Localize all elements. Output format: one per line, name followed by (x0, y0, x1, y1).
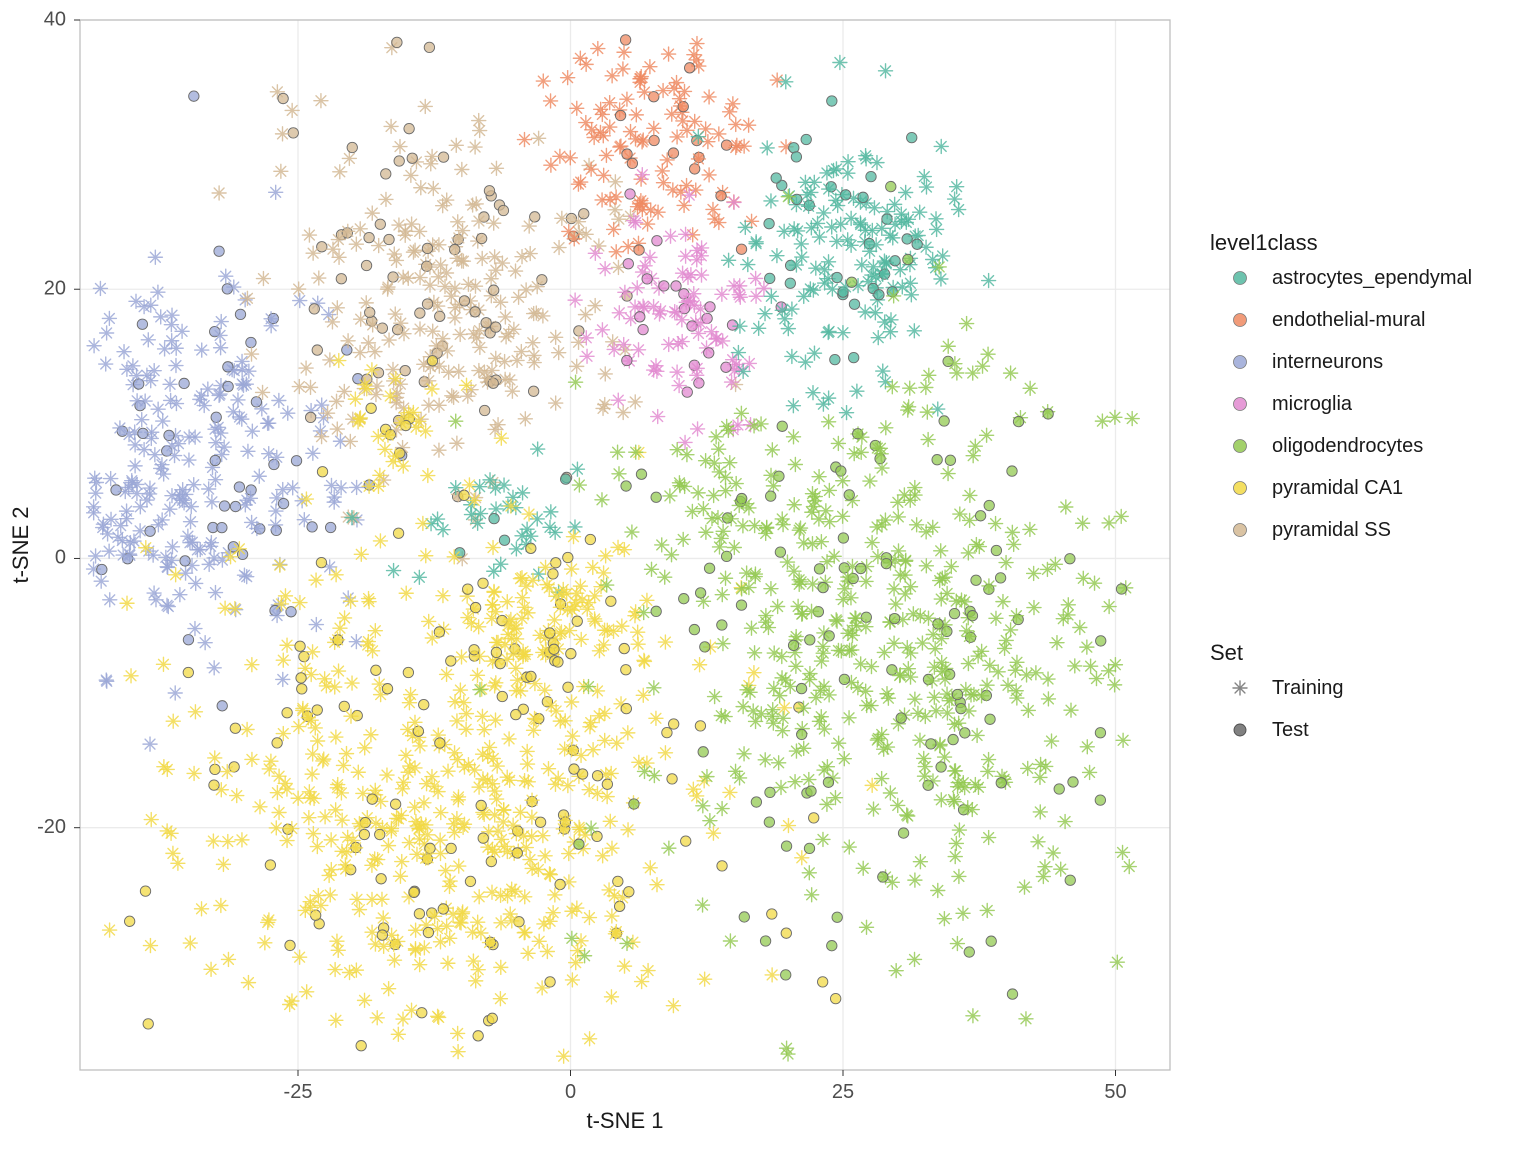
legend-class-label: astrocytes_ependymal (1272, 267, 1472, 289)
x-axis-title: t-SNE 1 (586, 1108, 663, 1133)
legend-class-label: microglia (1272, 393, 1353, 415)
y-axis-title: t-SNE 2 (8, 506, 33, 583)
legend-class-title: level1class (1210, 230, 1318, 255)
legend-swatch (1234, 272, 1247, 285)
legend-swatch (1234, 398, 1247, 411)
legend-swatch (1234, 440, 1247, 453)
legend-set-title: Set (1210, 640, 1243, 665)
legend-class-label: pyramidal SS (1272, 519, 1391, 541)
legend-swatch (1234, 314, 1247, 327)
legend-swatch (1234, 524, 1247, 537)
legend-swatch (1234, 356, 1247, 369)
tsne-scatter-plot: -2502550-2002040t-SNE 1t-SNE 2level1clas… (0, 0, 1536, 1152)
legend-swatch (1234, 482, 1247, 495)
legend-class-label: pyramidal CA1 (1272, 477, 1403, 499)
legend-class-label: interneurons (1272, 351, 1383, 373)
legend-set-label: Test (1272, 719, 1309, 741)
legend-class-label: oligodendrocytes (1272, 435, 1423, 457)
legend-class-label: endothelial-mural (1272, 309, 1425, 331)
legend-set-label: Training (1272, 677, 1344, 699)
legend: level1class astrocytes_ependymal endotheli… (1210, 230, 1472, 741)
